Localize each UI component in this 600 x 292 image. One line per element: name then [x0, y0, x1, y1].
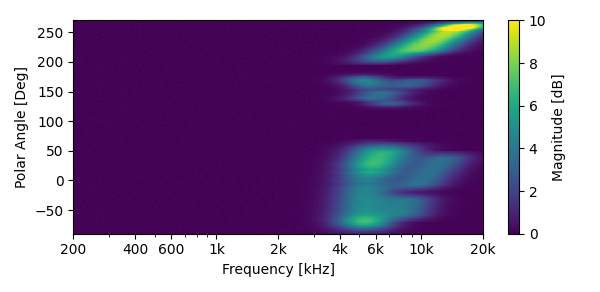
Y-axis label: Polar Angle [Deg]: Polar Angle [Deg] — [15, 66, 29, 188]
X-axis label: Frequency [kHz]: Frequency [kHz] — [221, 263, 335, 277]
Y-axis label: Magnitude [dB]: Magnitude [dB] — [552, 73, 566, 181]
